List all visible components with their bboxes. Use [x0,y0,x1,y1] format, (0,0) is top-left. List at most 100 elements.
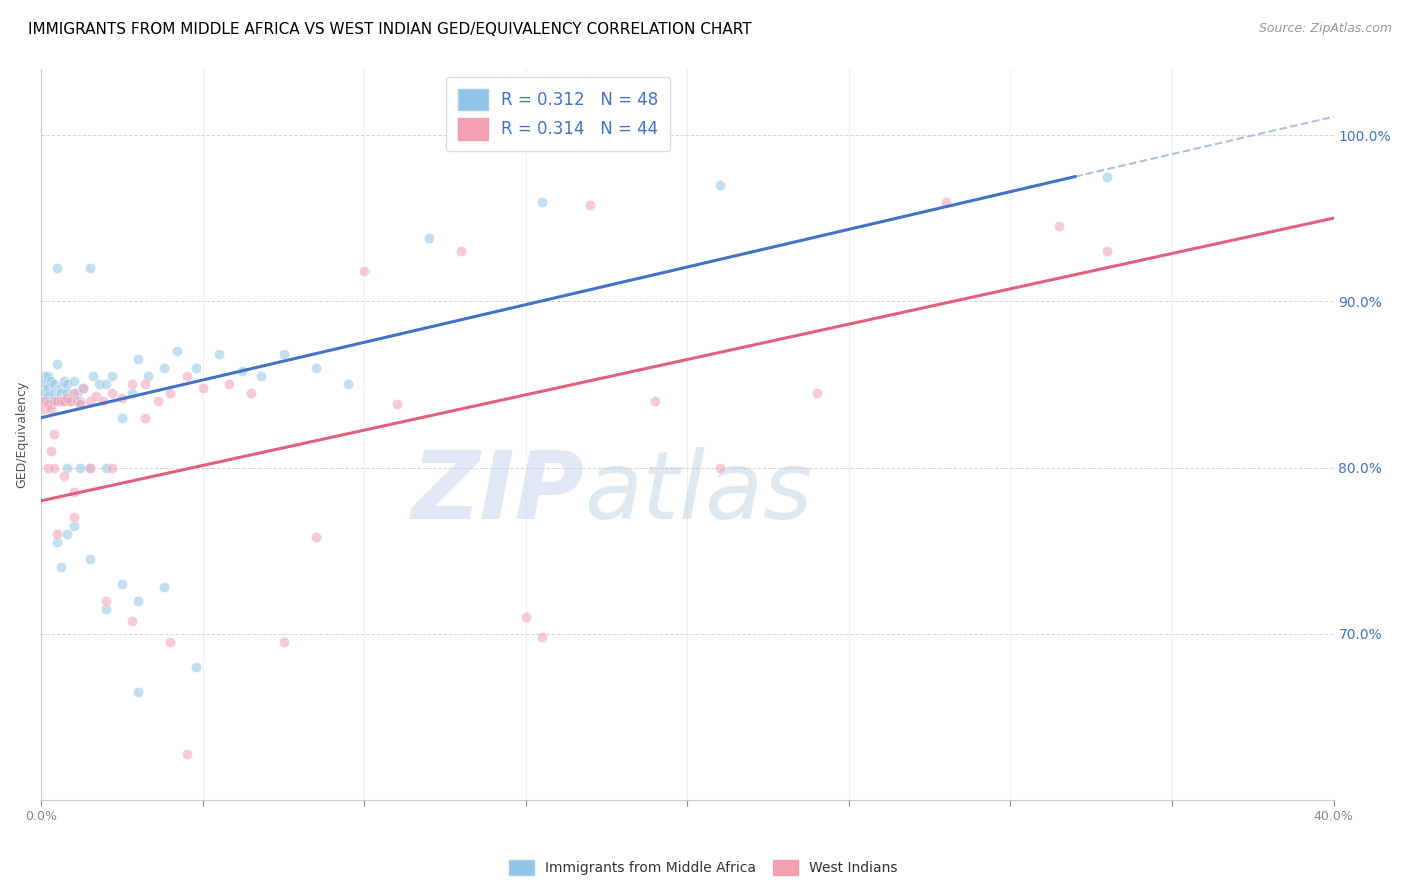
Point [37,460,59,475]
Point [84,389,107,403]
Point [101,385,124,400]
Point [72,381,94,395]
Point [530,630,553,644]
Point [42,427,65,442]
Point [121,377,143,392]
Point [56,391,79,405]
Point [530,194,553,209]
Point [186,660,208,674]
Point [305,530,328,544]
Point [52,374,75,388]
Point [56,460,79,475]
Point [166,344,188,359]
Point [153,360,176,375]
Point [385,397,408,411]
Point [34,394,56,409]
Point [579,198,602,212]
Text: IMMIGRANTS FROM MIDDLE AFRICA VS WEST INDIAN GED/EQUIVALENCY CORRELATION CHART: IMMIGRANTS FROM MIDDLE AFRICA VS WEST IN… [28,22,752,37]
Point [52,394,75,409]
Legend: Immigrants from Middle Africa, West Indians: Immigrants from Middle Africa, West Indi… [503,855,903,880]
Point [62,518,84,533]
Point [39,397,62,411]
Point [37,397,59,411]
Point [94,460,117,475]
Legend: R = 0.312   N = 48, R = 0.314   N = 44: R = 0.312 N = 48, R = 0.314 N = 44 [446,77,671,152]
Point [39,374,62,388]
Point [91,394,114,409]
Point [59,394,82,409]
Point [337,377,360,392]
Point [56,527,79,541]
Point [79,260,101,275]
Point [273,635,295,649]
Point [218,377,240,392]
Point [146,394,169,409]
Point [49,560,72,574]
Point [42,377,65,392]
Point [305,360,328,375]
Point [49,394,72,409]
Point [153,580,176,594]
Point [176,369,198,384]
Point [94,593,117,607]
Point [121,385,143,400]
Point [59,394,82,409]
Text: Source: ZipAtlas.com: Source: ZipAtlas.com [1258,22,1392,36]
Point [134,377,156,392]
Point [69,460,91,475]
Point [111,391,134,405]
Point [37,369,59,384]
Point [1097,169,1119,184]
Point [46,358,69,372]
Point [39,394,62,409]
Point [46,394,69,409]
Point [136,369,159,384]
Point [191,381,214,395]
Point [46,535,69,549]
Point [34,377,56,392]
Point [709,178,731,192]
Point [37,389,59,403]
Point [176,747,198,761]
Point [79,394,101,409]
Point [66,385,89,400]
Point [79,460,101,475]
Point [935,194,957,209]
Point [450,244,472,259]
Point [39,444,62,458]
Point [66,394,89,409]
Point [186,360,208,375]
Point [101,369,124,384]
Point [1097,244,1119,259]
Point [250,369,273,384]
Point [94,377,117,392]
Point [94,602,117,616]
Point [42,394,65,409]
Point [56,377,79,392]
Point [159,635,181,649]
Y-axis label: GED/Equivalency: GED/Equivalency [15,381,28,488]
Point [46,527,69,541]
Point [62,510,84,524]
Point [42,460,65,475]
Point [62,374,84,388]
Point [240,385,263,400]
Point [49,385,72,400]
Point [69,394,91,409]
Point [46,394,69,409]
Point [231,364,253,378]
Point [806,385,828,400]
Point [101,460,124,475]
Point [49,381,72,395]
Point [111,410,134,425]
Point [62,385,84,400]
Point [127,685,149,699]
Point [644,394,666,409]
Point [72,381,94,395]
Point [121,614,143,628]
Point [82,369,104,384]
Point [69,397,91,411]
Point [208,347,231,361]
Point [34,385,56,400]
Point [111,577,134,591]
